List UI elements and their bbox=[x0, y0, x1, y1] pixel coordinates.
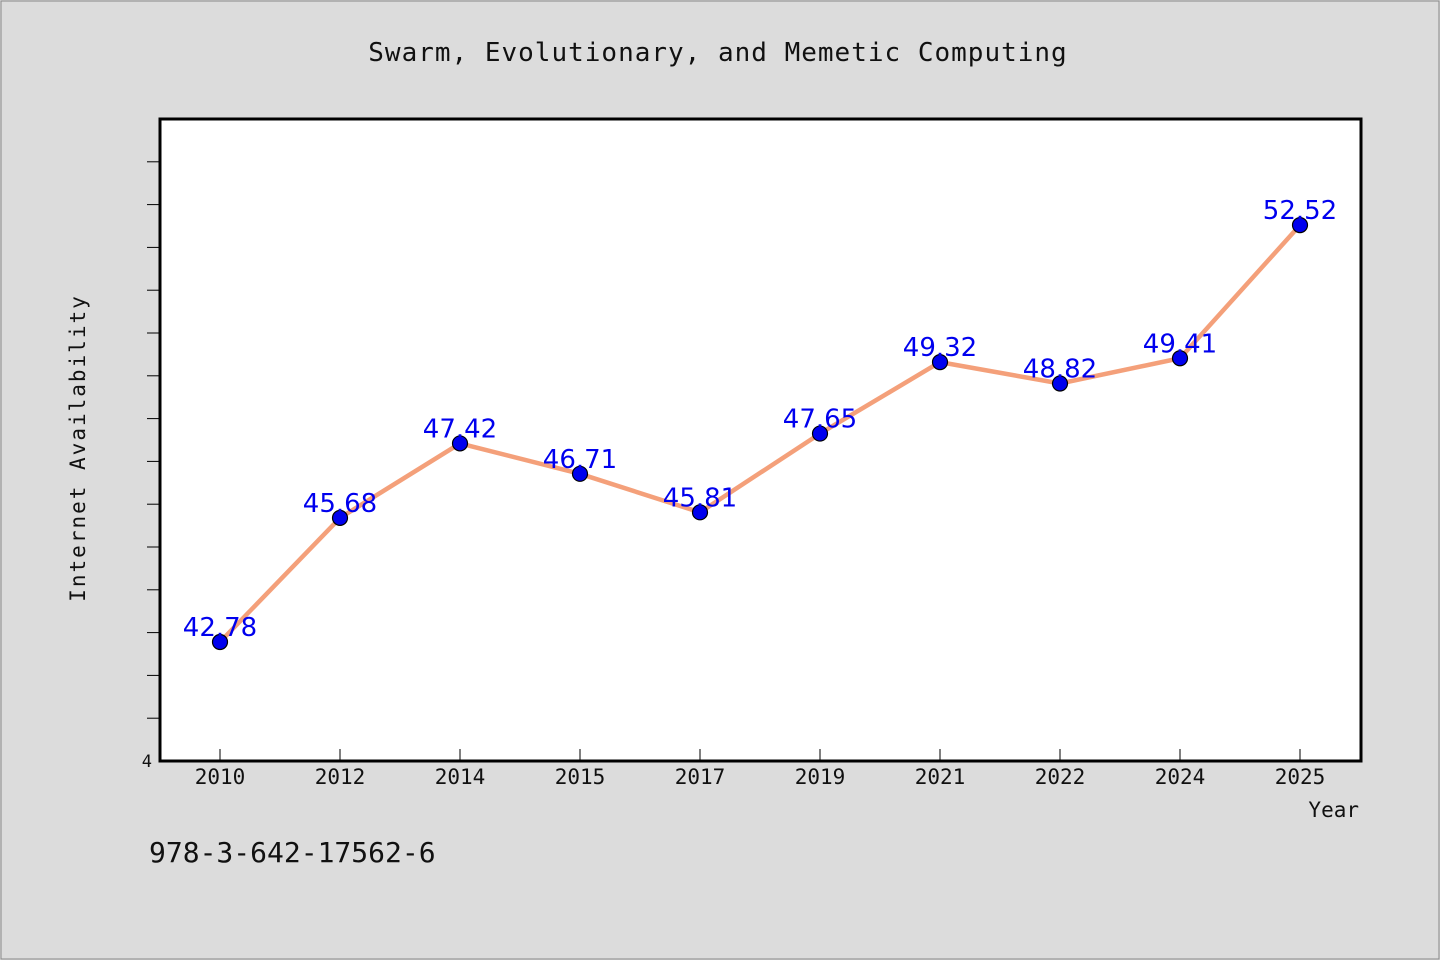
data-point bbox=[1171, 350, 1189, 367]
data-label: 47.65 bbox=[783, 405, 857, 435]
x-axis: 2010 2012 2014 2015 2017 2019 2021 2022 2024 2025 bbox=[195, 749, 1326, 789]
data-label: 45.81 bbox=[663, 483, 737, 513]
data-label: 46.71 bbox=[543, 445, 617, 475]
x-tick-label: 2015 bbox=[555, 765, 606, 789]
data-point bbox=[331, 509, 349, 526]
y-tick-label: 4 bbox=[142, 752, 152, 772]
data-point bbox=[211, 633, 229, 651]
data-point bbox=[571, 465, 589, 482]
data-point bbox=[451, 435, 469, 452]
x-tick-label: 2025 bbox=[1275, 765, 1326, 789]
x-tick-label: 2024 bbox=[1155, 765, 1206, 789]
series-line bbox=[217, 222, 1303, 645]
x-tick-label: 2021 bbox=[915, 765, 966, 789]
data-label: 47.42 bbox=[423, 414, 497, 444]
data-point bbox=[931, 354, 949, 371]
y-axis: 4 bbox=[142, 161, 160, 772]
data-label: 49.41 bbox=[1143, 329, 1217, 359]
x-axis-label: Year bbox=[1308, 798, 1359, 822]
series-layer: 42.78 45.68 47.42 46.71 45.81 47.65 49.32 48.82… bbox=[183, 196, 1337, 651]
x-tick-label: 2019 bbox=[795, 765, 846, 789]
data-point bbox=[1051, 375, 1069, 392]
x-tick-label: 2022 bbox=[1035, 765, 1086, 789]
data-label: 52.52 bbox=[1263, 196, 1337, 226]
x-tick-label: 2017 bbox=[675, 765, 726, 789]
footer-isbn: 978-3-642-17562-6 bbox=[149, 836, 436, 869]
plot-area bbox=[158, 117, 1363, 763]
chart-title: Swarm, Evolutionary, and Memetic Computi… bbox=[368, 38, 1067, 68]
y-axis-label: Internet Availability bbox=[66, 294, 90, 602]
data-label: 45.68 bbox=[303, 489, 377, 519]
data-point bbox=[1291, 217, 1309, 234]
data-point bbox=[811, 425, 829, 442]
x-tick-label: 2012 bbox=[315, 765, 366, 789]
data-label: 48.82 bbox=[1023, 355, 1097, 385]
data-label: 42.78 bbox=[183, 613, 257, 643]
x-tick-label: 2010 bbox=[195, 765, 246, 789]
data-label: 49.32 bbox=[903, 333, 977, 363]
x-tick-label: 2014 bbox=[435, 765, 486, 789]
data-point bbox=[691, 504, 709, 521]
